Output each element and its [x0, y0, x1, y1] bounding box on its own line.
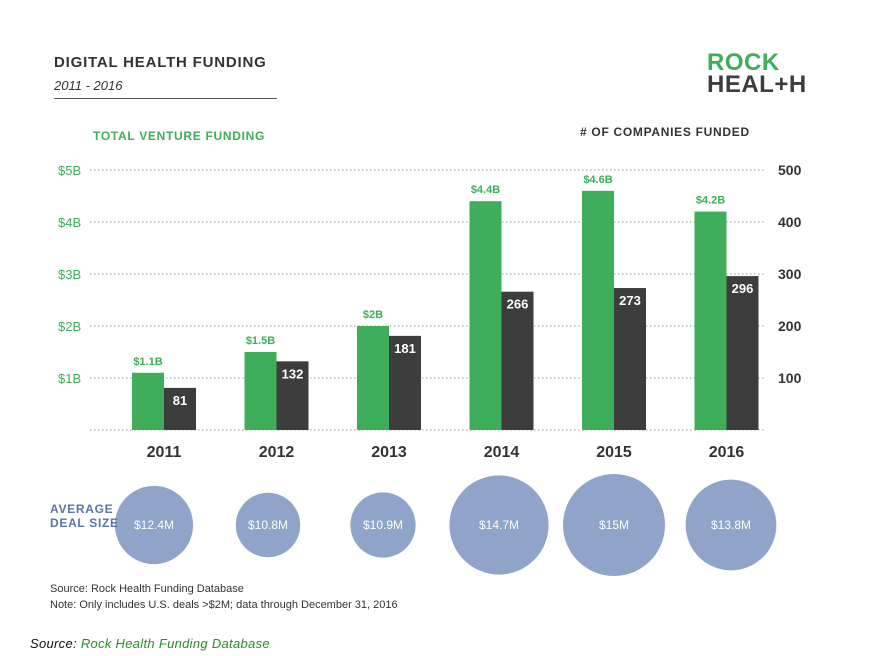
- x-tick-label: 2015: [596, 444, 632, 461]
- left-axis-title: TOTAL VENTURE FUNDING: [93, 129, 266, 143]
- deal-size-bubble: [449, 475, 549, 575]
- deal-size-bubble: [685, 479, 777, 571]
- logo-line-1: ROCK: [707, 49, 780, 76]
- left-tick-label: $1B: [58, 371, 81, 386]
- source-footer: Source: Rock Health Funding Database: [30, 636, 270, 651]
- companies-bar: [389, 335, 421, 430]
- funding-value-label: $4.6B: [583, 174, 612, 186]
- companies-value-label: 296: [732, 281, 754, 296]
- companies-bar: [501, 291, 534, 430]
- left-tick-label: $3B: [58, 267, 81, 282]
- companies-value-label: 266: [507, 297, 529, 312]
- x-tick-label: 2011: [147, 444, 182, 461]
- funding-bar: [357, 326, 389, 430]
- right-tick-label: 500: [778, 162, 802, 178]
- funding-bar: [244, 352, 277, 430]
- funding-value-label: $1.5B: [246, 335, 275, 347]
- right-tick-label: 400: [778, 214, 802, 230]
- source-note: Source: Rock Health Funding Database: [50, 583, 244, 595]
- chart-subtitle: 2011 - 2016: [54, 78, 123, 93]
- x-tick-label: 2014: [484, 444, 520, 461]
- deal-size-bubble: [235, 492, 301, 558]
- x-tick-label: 2013: [371, 444, 407, 461]
- deal-size-label: $15M: [599, 518, 629, 532]
- right-axis-title: # OF COMPANIES FUNDED: [580, 125, 750, 139]
- chart-title: DIGITAL HEALTH FUNDING: [54, 54, 267, 71]
- funding-value-label: $4.2B: [696, 195, 725, 207]
- companies-bar: [726, 276, 759, 430]
- deal-size-label: $10.8M: [248, 518, 288, 532]
- data-note: Note: Only includes U.S. deals >$2M; dat…: [50, 599, 398, 611]
- x-tick-label: 2016: [709, 444, 745, 461]
- funding-bar: [694, 211, 727, 430]
- companies-value-label: 132: [282, 366, 304, 381]
- right-tick-label: 200: [778, 318, 802, 334]
- deal-size-label: $12.4M: [134, 518, 174, 532]
- rock-health-logo: ROCK HEAL+H: [707, 49, 807, 98]
- funding-value-label: $1.1B: [133, 356, 162, 368]
- companies-bar: [614, 288, 646, 430]
- source-footer-link[interactable]: Rock Health Funding Database: [80, 636, 270, 651]
- companies-bar: [164, 387, 196, 430]
- source-footer-prefix: Source:: [30, 636, 81, 651]
- right-tick-label: 100: [778, 370, 802, 386]
- funding-value-label: $4.4B: [471, 184, 500, 196]
- logo-line-2: HEAL+H: [707, 71, 807, 98]
- left-tick-label: $5B: [58, 163, 81, 178]
- companies-value-label: 181: [394, 341, 416, 356]
- companies-value-label: 81: [173, 393, 187, 408]
- title-rule: [54, 98, 277, 99]
- x-tick-label: 2012: [259, 444, 295, 461]
- deal-size-bubble: [563, 474, 665, 576]
- companies-value-label: 273: [619, 293, 641, 308]
- funding-bar: [132, 372, 164, 430]
- funding-value-label: $2B: [363, 309, 383, 321]
- deal-size-label: $13.8M: [711, 518, 751, 532]
- deal-size-bubble: [114, 485, 194, 565]
- deal-size-label: $14.7M: [479, 518, 519, 532]
- companies-bar: [276, 361, 309, 430]
- deal-size-bubble: [350, 492, 416, 558]
- average-deal-size-label: AVERAGE DEAL SIZE: [50, 502, 119, 530]
- funding-bar: [469, 201, 502, 430]
- left-tick-label: $2B: [58, 319, 81, 334]
- right-tick-label: 300: [778, 266, 802, 282]
- deal-size-label: $10.9M: [363, 518, 403, 532]
- funding-bar: [582, 190, 614, 430]
- left-tick-label: $4B: [58, 215, 81, 230]
